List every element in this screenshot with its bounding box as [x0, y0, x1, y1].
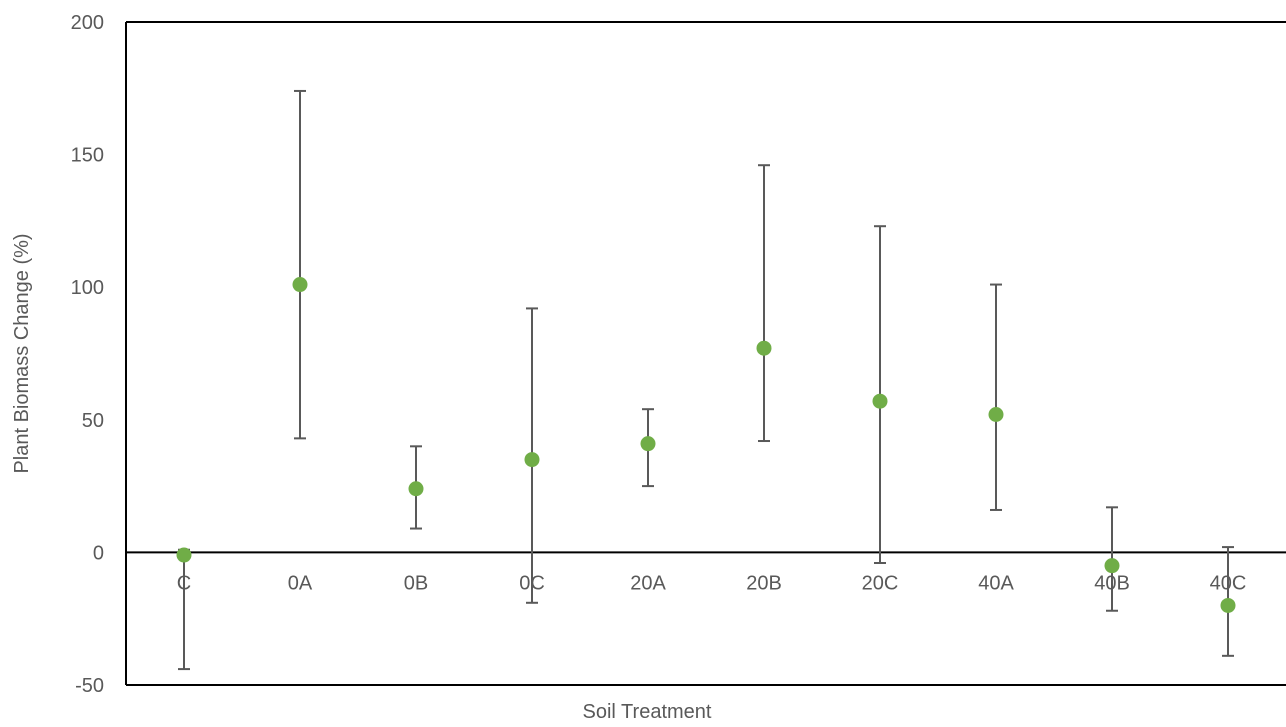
y-tick-label: 100 [71, 277, 104, 299]
x-tick-label: 20C [862, 572, 899, 594]
plot-area [125, 21, 1286, 686]
y-tick-label: 0 [93, 542, 104, 564]
y-tick-label: 150 [71, 145, 104, 167]
x-tick-label: 0B [404, 572, 428, 594]
data-point [176, 547, 192, 563]
data-point [640, 436, 656, 452]
data-point [1220, 597, 1236, 613]
data-point [524, 452, 540, 468]
x-axis-ticks: C0A0B0C20A20B20C40A40B40C [177, 572, 1247, 594]
error-bar [178, 548, 190, 671]
x-tick-label: 40A [978, 572, 1014, 594]
data-point [872, 393, 888, 409]
data-point [292, 277, 308, 293]
error-bar [294, 89, 306, 440]
x-axis-title: Soil Treatment [583, 701, 712, 723]
x-tick-label: 20A [630, 572, 666, 594]
y-axis-ticks: -50 0 50 100 150 200 [71, 12, 104, 697]
y-tick-label: 200 [71, 12, 104, 34]
error-bars [178, 89, 1234, 671]
y-axis-title: Plant Biomass Change (%) [11, 233, 33, 473]
y-tick-label: 50 [82, 410, 104, 432]
data-point [408, 481, 424, 497]
data-point [988, 406, 1004, 422]
x-tick-label: 20B [746, 572, 782, 594]
data-points [176, 277, 1236, 613]
error-bar [990, 283, 1002, 511]
y-tick-label: -50 [75, 675, 104, 697]
data-point [1104, 558, 1120, 574]
error-bar [758, 164, 770, 443]
data-point [756, 340, 772, 356]
x-tick-label: 0A [288, 572, 313, 594]
